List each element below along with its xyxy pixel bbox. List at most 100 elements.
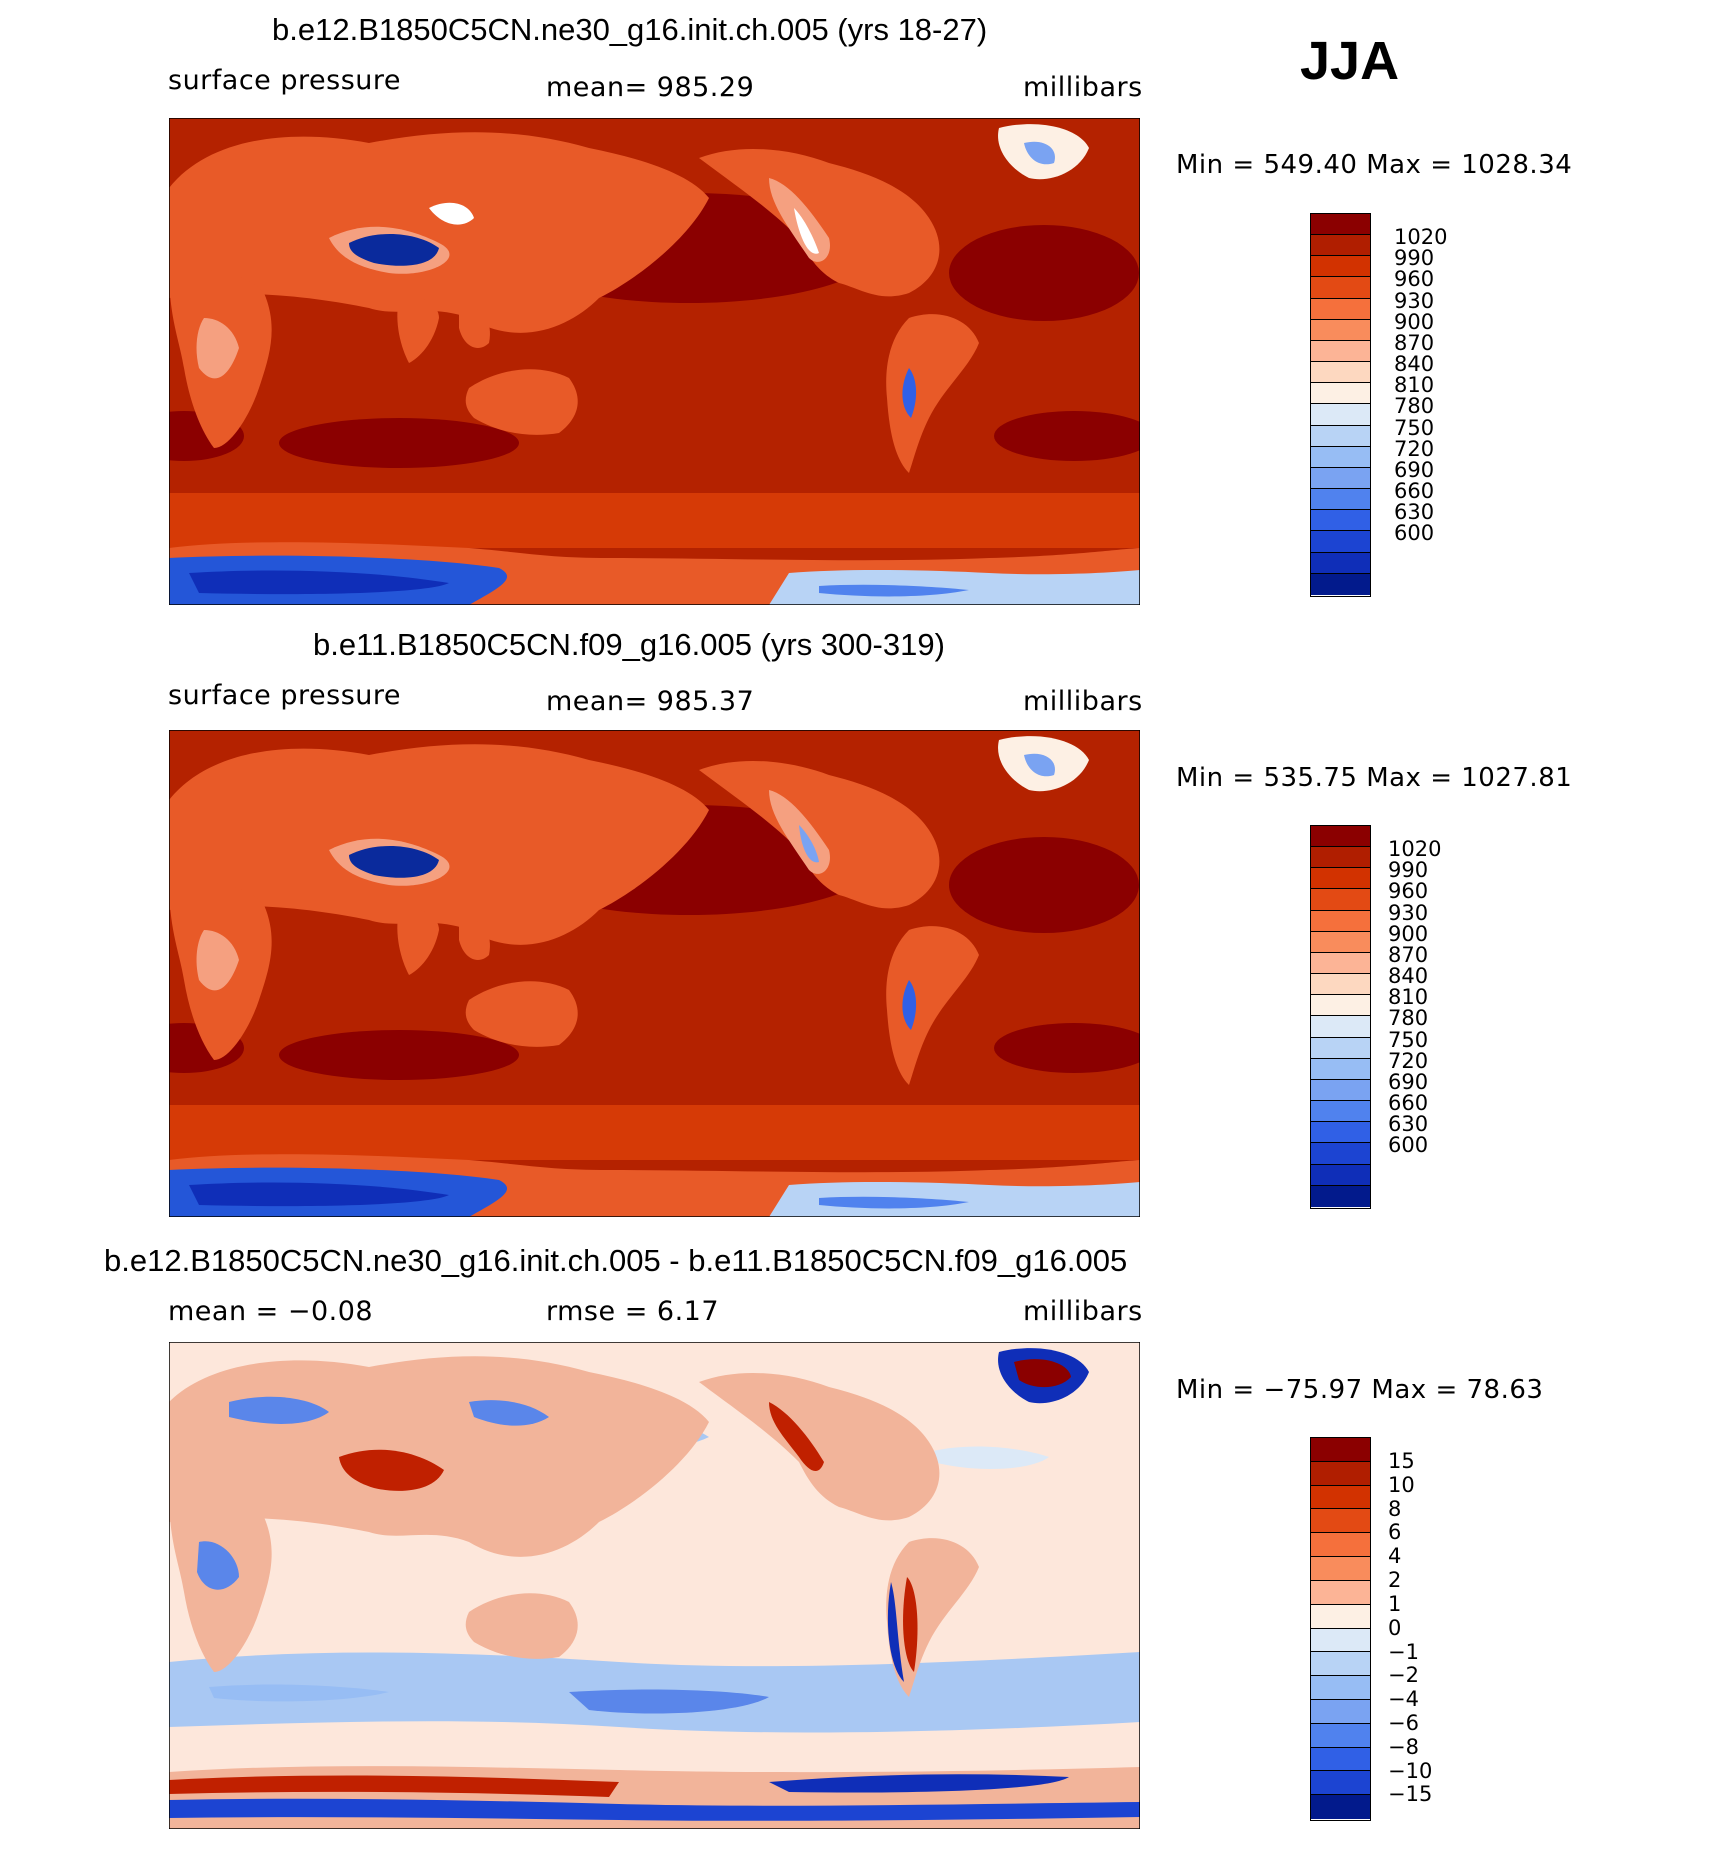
colorbar-swatch — [1311, 298, 1370, 320]
colorbar-tick-label: 690 — [1388, 1069, 1429, 1094]
colorbar-swatch — [1311, 1795, 1370, 1819]
colorbar-tick-label: 930 — [1388, 900, 1429, 925]
colorbar-swatch — [1311, 1723, 1370, 1748]
colorbar-tick-label: 15 — [1388, 1449, 1415, 1473]
panel1-title: b.e12.B1850C5CN.ne30_g16.init.ch.005 (yr… — [272, 12, 988, 47]
colorbar-swatch — [1311, 531, 1370, 553]
colorbar-tick-label: 840 — [1388, 964, 1429, 988]
colorbar-swatch — [1311, 489, 1370, 511]
colorbar-swatch — [1311, 552, 1370, 574]
colorbar-swatch — [1311, 214, 1370, 236]
colorbar-tick-label: 990 — [1394, 246, 1435, 271]
colorbar-swatch — [1311, 1122, 1370, 1144]
colorbar-swatch — [1311, 319, 1370, 341]
colorbar-tick-label: −10 — [1388, 1758, 1433, 1783]
panel2-minmax: Min = 535.75 Max = 1027.81 — [1176, 763, 1573, 793]
colorbar-tick-label: 1020 — [1388, 837, 1442, 861]
colorbar-tick-label: 930 — [1394, 288, 1435, 313]
panel3-colorbar-segments — [1311, 1438, 1370, 1819]
colorbar-swatch — [1311, 446, 1370, 468]
colorbar-tick-label: 8 — [1388, 1496, 1402, 1521]
colorbar-tick-label: 900 — [1388, 921, 1429, 946]
colorbar-tick-label: 990 — [1388, 858, 1429, 883]
colorbar-swatch — [1311, 1016, 1370, 1038]
colorbar-swatch — [1311, 1079, 1370, 1102]
colorbar-tick-label: 750 — [1394, 415, 1435, 440]
colorbar-tick-label: 960 — [1388, 879, 1429, 904]
colorbar-swatch — [1311, 1485, 1370, 1510]
panel2-map — [169, 730, 1140, 1217]
panel3-minmax: Min = −75.97 Max = 78.63 — [1176, 1375, 1544, 1405]
season-label: JJA — [1300, 31, 1400, 91]
colorbar-tick-label: 660 — [1394, 479, 1435, 503]
colorbar-swatch — [1311, 1058, 1370, 1080]
colorbar-tick-label: 780 — [1394, 394, 1435, 419]
colorbar-tick-label: 2 — [1388, 1568, 1402, 1593]
colorbar-tick-label: 960 — [1394, 267, 1435, 292]
colorbar-swatch — [1311, 235, 1370, 257]
colorbar-swatch — [1311, 404, 1370, 426]
colorbar-swatch — [1311, 1037, 1370, 1059]
colorbar-swatch — [1311, 277, 1370, 299]
colorbar-swatch — [1311, 425, 1370, 447]
colorbar-swatch — [1311, 362, 1370, 384]
colorbar-swatch — [1311, 910, 1370, 932]
colorbar-swatch — [1311, 1604, 1370, 1629]
panel1-units-label: millibars — [1023, 72, 1143, 103]
colorbar-tick-label: 1 — [1388, 1591, 1402, 1616]
colorbar-swatch — [1311, 1628, 1370, 1653]
colorbar-swatch — [1311, 995, 1370, 1017]
colorbar-swatch — [1311, 1557, 1370, 1581]
colorbar-swatch — [1311, 467, 1370, 490]
panel1-colorbar — [1310, 213, 1371, 597]
colorbar-swatch — [1311, 1509, 1370, 1534]
colorbar-swatch — [1311, 256, 1370, 278]
panel3-map — [169, 1342, 1140, 1829]
colorbar-tick-label: 720 — [1388, 1048, 1429, 1073]
colorbar-swatch — [1311, 1143, 1370, 1165]
colorbar-tick-label: −6 — [1388, 1710, 1419, 1735]
colorbar-swatch — [1311, 383, 1370, 405]
colorbar-swatch — [1311, 1747, 1370, 1772]
colorbar-tick-label: 0 — [1388, 1615, 1402, 1640]
colorbar-tick-label: 660 — [1388, 1091, 1429, 1115]
colorbar-tick-label: 600 — [1388, 1133, 1429, 1158]
panel1-minmax: Min = 549.40 Max = 1028.34 — [1176, 150, 1573, 180]
colorbar-tick-label: 630 — [1388, 1112, 1429, 1137]
panel3-units-label: millibars — [1023, 1296, 1143, 1327]
colorbar-swatch — [1311, 1101, 1370, 1123]
colorbar-swatch — [1311, 510, 1370, 532]
panel2-units-label: millibars — [1023, 686, 1143, 717]
colorbar-tick-label: 870 — [1388, 942, 1429, 967]
colorbar-swatch — [1311, 1533, 1370, 1558]
panel1-colorbar-segments — [1311, 214, 1370, 595]
panel2-variable-label: surface pressure — [168, 680, 401, 711]
colorbar-swatch — [1311, 1185, 1370, 1207]
colorbar-tick-label: 810 — [1388, 985, 1429, 1010]
panel3-colorbar — [1310, 1437, 1371, 1821]
colorbar-tick-label: −1 — [1388, 1639, 1419, 1664]
colorbar-swatch — [1311, 1771, 1370, 1796]
colorbar-tick-label: 4 — [1388, 1544, 1402, 1569]
colorbar-tick-label: 750 — [1388, 1027, 1429, 1052]
colorbar-swatch — [1311, 1164, 1370, 1186]
colorbar-swatch — [1311, 847, 1370, 869]
colorbar-tick-label: 6 — [1388, 1520, 1402, 1545]
colorbar-swatch — [1311, 868, 1370, 890]
panel1-map — [169, 118, 1140, 605]
panel3-title: b.e12.B1850C5CN.ne30_g16.init.ch.005 - b… — [104, 1243, 1128, 1278]
colorbar-tick-label: 780 — [1388, 1006, 1429, 1031]
colorbar-tick-label: 1020 — [1394, 225, 1448, 249]
colorbar-swatch — [1311, 573, 1370, 595]
panel1-variable-label: surface pressure — [168, 65, 401, 96]
colorbar-tick-label: 870 — [1394, 330, 1435, 355]
panel2-mean-label: mean= 985.37 — [546, 686, 755, 717]
colorbar-tick-label: 900 — [1394, 309, 1435, 334]
colorbar-swatch — [1311, 826, 1370, 848]
colorbar-swatch — [1311, 340, 1370, 363]
colorbar-swatch — [1311, 889, 1370, 911]
panel3-rmse-label: rmse = 6.17 — [546, 1296, 720, 1327]
panel1-mean-label: mean= 985.29 — [546, 72, 755, 103]
colorbar-tick-label: −8 — [1388, 1734, 1419, 1759]
colorbar-tick-label: 810 — [1394, 373, 1435, 398]
